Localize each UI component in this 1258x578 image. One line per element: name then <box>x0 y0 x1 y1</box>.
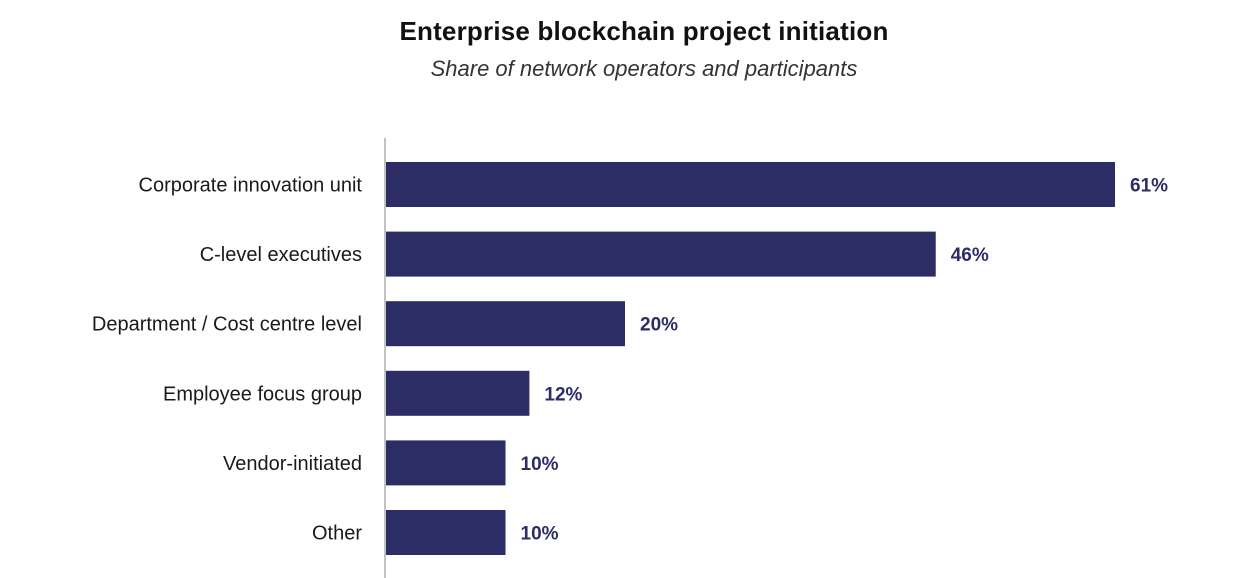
category-label: C-level executives <box>200 244 362 266</box>
bar-0 <box>386 162 1115 207</box>
bar-3 <box>386 370 530 416</box>
value-label: 10% <box>521 524 559 545</box>
bar-1 <box>386 231 936 277</box>
bar-2 <box>386 301 626 347</box>
category-label: Corporate innovation unit <box>139 175 363 197</box>
bar-5 <box>386 510 506 555</box>
chart-title: Enterprise blockchain project initiation <box>399 16 889 46</box>
bars-group: Corporate innovation unit 61% C-level exec… <box>92 162 1168 555</box>
category-label: Vendor-initiated <box>223 453 362 475</box>
category-label: Other <box>312 523 362 545</box>
chart-subtitle: Share of network operators and participa… <box>430 56 858 81</box>
value-label: 20% <box>640 315 678 336</box>
category-label: Department / Cost centre level <box>92 314 362 336</box>
value-label: 46% <box>951 245 989 266</box>
bar-4 <box>386 440 506 486</box>
value-label: 12% <box>544 384 582 405</box>
category-label: Employee focus group <box>163 383 362 405</box>
value-label: 10% <box>521 454 559 475</box>
value-label: 61% <box>1130 176 1168 197</box>
